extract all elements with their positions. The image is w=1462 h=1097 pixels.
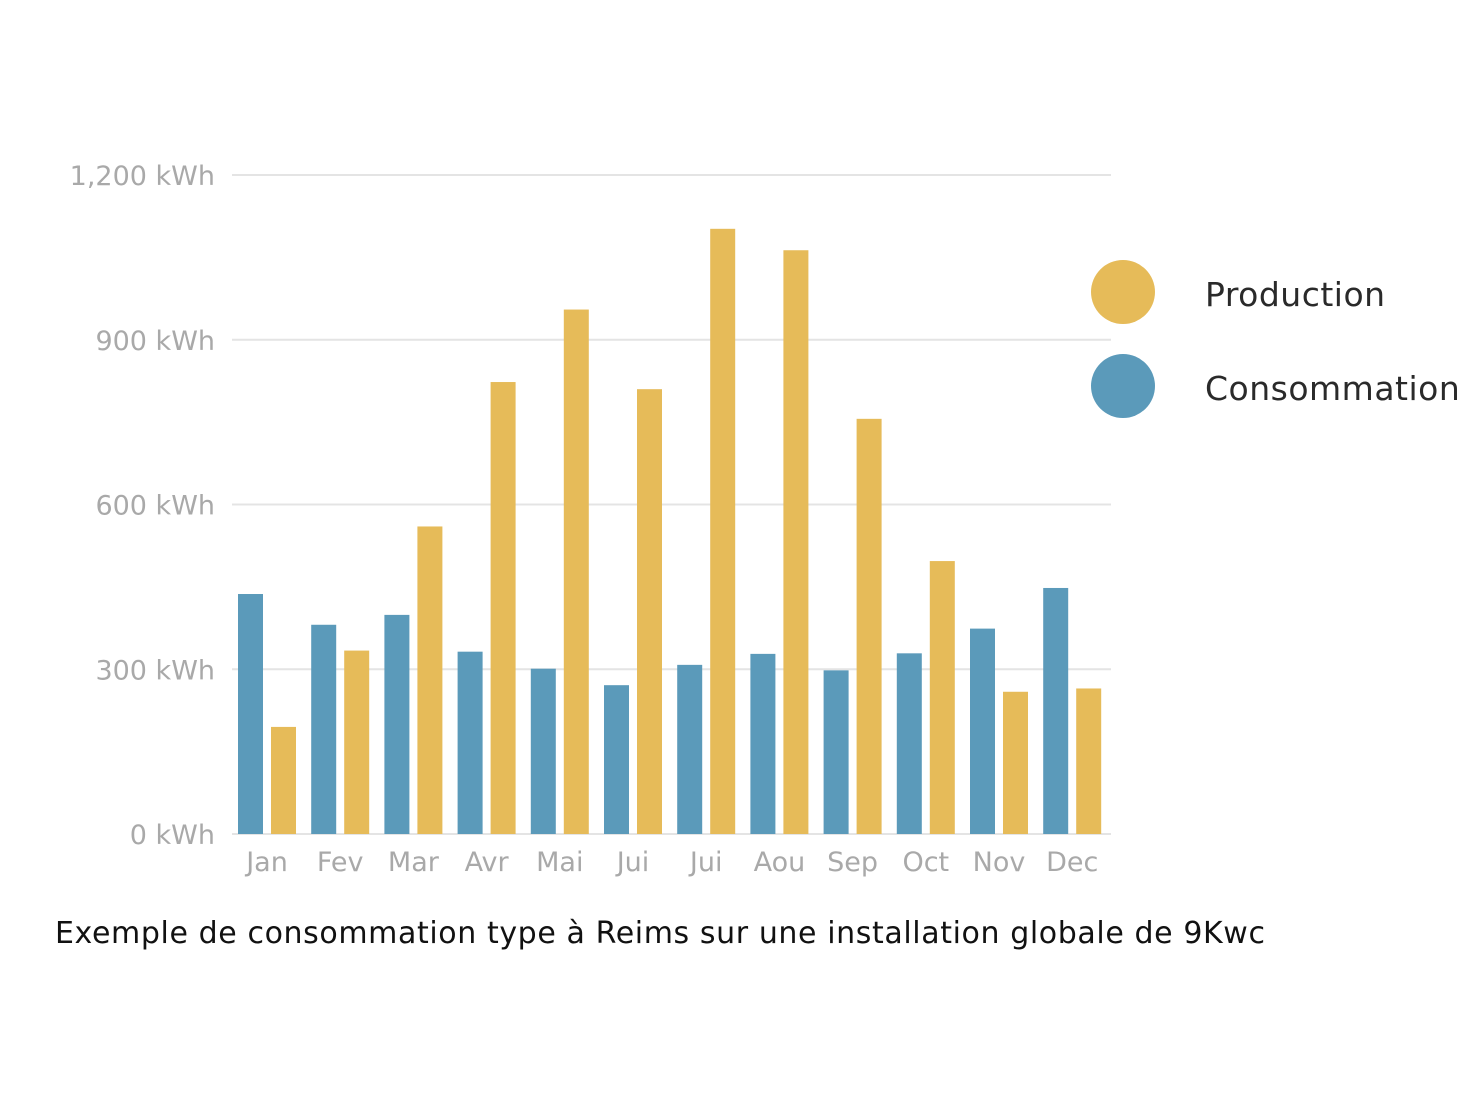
bar-production	[710, 228, 736, 834]
bar-consommation	[457, 651, 483, 834]
bar-consommation	[530, 668, 556, 834]
x-tick-label: Fev	[317, 847, 364, 878]
bar-consommation	[384, 614, 410, 834]
bar-consommation	[823, 670, 849, 834]
x-axis-ticks: Jan Fev Mar Avr Mai Jui Jui Aou Sep Oct Nov Dec	[244, 847, 1098, 878]
bar-consommation	[750, 653, 776, 834]
x-tick-label: Dec	[1046, 847, 1098, 878]
legend-production-label: Production	[1205, 275, 1386, 314]
x-tick-label: Mai	[536, 847, 583, 878]
bar-production	[490, 382, 516, 834]
grid-lines	[232, 174, 1111, 835]
bar-production	[783, 250, 809, 834]
y-tick-label: 300 kWh	[95, 655, 215, 686]
x-tick-label: Jan	[244, 847, 288, 878]
chart-caption: Exemple de consommation type à Reims sur…	[55, 916, 1266, 951]
x-tick-label: Jui	[615, 847, 650, 878]
legend-consommation-label: Consommation	[1205, 369, 1461, 408]
bar-consommation	[238, 594, 263, 834]
x-tick-label: Mar	[388, 847, 440, 878]
bars	[238, 228, 1102, 834]
bar-consommation	[1043, 587, 1069, 834]
y-tick-label: 900 kWh	[95, 326, 215, 357]
y-tick-label: 1,200 kWh	[70, 161, 215, 192]
x-tick-label: Oct	[902, 847, 949, 878]
bar-production	[417, 526, 443, 834]
bar-production	[637, 389, 662, 834]
x-tick-label: Jui	[688, 847, 723, 878]
y-axis-ticks: 0 kWh 300 kWh 600 kWh 900 kWh 1,200 kWh	[70, 161, 215, 851]
bar-consommation	[604, 685, 629, 834]
bar-production	[344, 650, 370, 834]
bar-consommation	[896, 653, 922, 834]
legend-consommation-dot	[1091, 354, 1155, 418]
x-tick-label: Nov	[973, 847, 1026, 878]
x-tick-label: Avr	[465, 847, 510, 878]
bar-production	[929, 561, 955, 834]
bar-production	[1076, 688, 1102, 834]
bar-consommation	[970, 628, 995, 834]
y-tick-label: 0 kWh	[130, 820, 215, 851]
bar-consommation	[311, 624, 337, 834]
bar-production	[563, 309, 589, 834]
legend-production-dot	[1091, 260, 1155, 324]
y-tick-label: 600 kWh	[95, 491, 215, 522]
bar-production	[1003, 691, 1028, 834]
x-tick-label: Sep	[827, 847, 878, 878]
bar-production	[856, 418, 882, 834]
bar-consommation	[677, 664, 703, 834]
bar-production	[271, 726, 296, 834]
x-tick-label: Aou	[754, 847, 806, 878]
